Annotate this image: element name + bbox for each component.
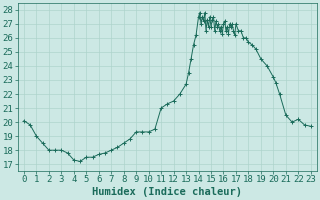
X-axis label: Humidex (Indice chaleur): Humidex (Indice chaleur): [92, 187, 242, 197]
